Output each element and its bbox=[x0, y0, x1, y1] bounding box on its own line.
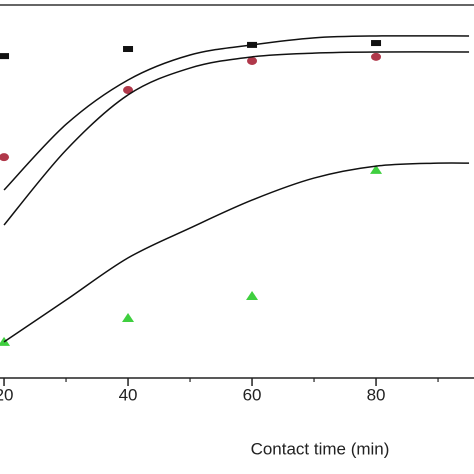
point bbox=[370, 164, 383, 174]
point bbox=[123, 46, 134, 53]
x-axis-label: Contact time (min) bbox=[251, 439, 390, 458]
fit-curve bbox=[3, 51, 470, 226]
x-tick-label: 60 bbox=[243, 385, 262, 404]
point bbox=[371, 52, 382, 61]
point bbox=[246, 290, 259, 300]
x-tick-label: 20 bbox=[0, 385, 13, 404]
x-tick-label: 40 bbox=[119, 385, 138, 404]
point bbox=[0, 53, 10, 60]
point bbox=[247, 56, 258, 65]
fit-curve bbox=[3, 162, 470, 343]
point bbox=[123, 86, 134, 95]
fit-curve bbox=[3, 35, 470, 191]
point bbox=[371, 40, 382, 47]
point bbox=[122, 312, 135, 322]
point bbox=[0, 153, 10, 162]
x-tick-label: 80 bbox=[367, 385, 386, 404]
